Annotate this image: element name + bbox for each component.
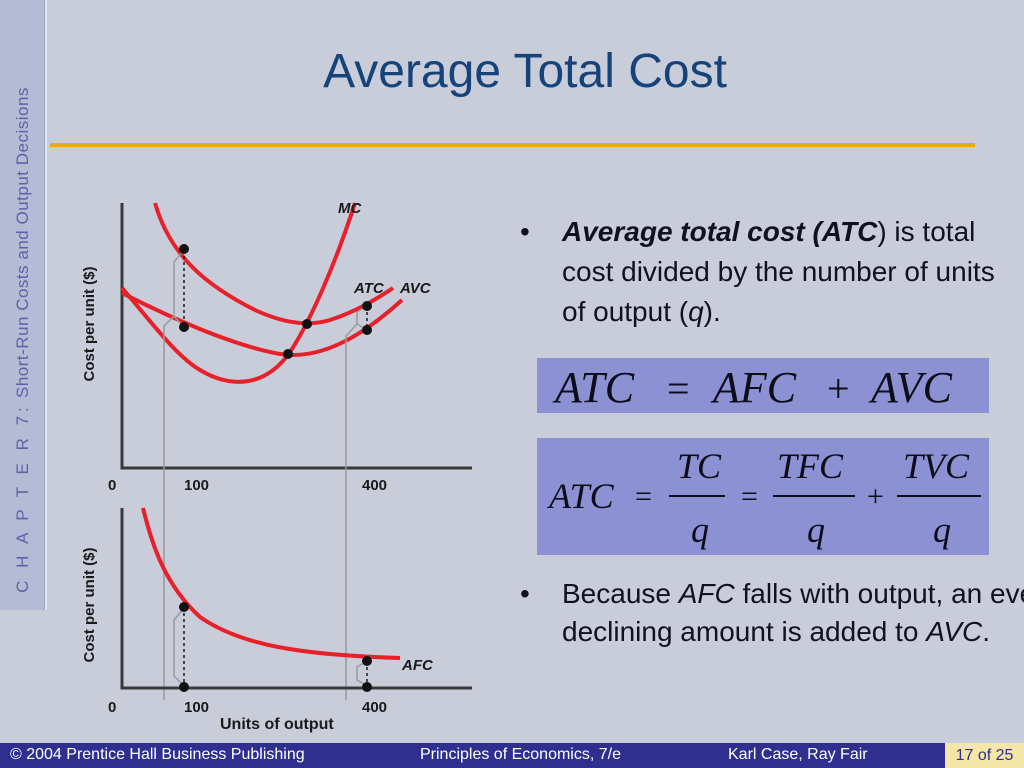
bottom-graph-axes (120, 508, 472, 690)
formula1-plus: + (827, 366, 850, 411)
bottom-bracket-400 (356, 660, 368, 687)
top-y-axis-label: Cost per unit ($) (81, 266, 98, 381)
top-x-tick-100: 100 (184, 477, 209, 494)
axis-point-400 (362, 682, 372, 692)
bottom-y-axis-label: Cost per unit ($) (81, 547, 98, 662)
formula1-atc: ATC (552, 363, 635, 412)
bottom-x-tick-100: 100 (184, 699, 209, 716)
mc-atc-intersection (302, 319, 312, 329)
formula2-plus: + (867, 480, 884, 513)
avc-point-400 (362, 325, 372, 335)
formula1-equals: = (667, 366, 690, 411)
atc-point-400 (362, 301, 372, 311)
formula2-equals-2: = (741, 480, 758, 513)
avc-label: AVC (399, 280, 432, 297)
bullet-1-q: q (688, 296, 704, 327)
connector-100 (163, 315, 175, 700)
afc-point-100 (179, 602, 189, 612)
bottom-bracket-100 (173, 607, 185, 687)
axis-point-100 (179, 682, 189, 692)
formula1-afc: AFC (710, 363, 797, 412)
cost-graphs: Cost per unit ($) 0 100 400 MC ATC AVC C… (81, 200, 472, 733)
title-divider (50, 143, 975, 147)
formula2-atc: ATC (547, 476, 615, 516)
bullet-atc-definition: Average total cost (ATC) is total cost d… (520, 212, 1015, 332)
formula1-avc: AVC (868, 363, 953, 412)
top-x-tick-0: 0 (108, 477, 116, 494)
footer-publisher: © 2004 Prentice Hall Business Publishing (10, 746, 305, 763)
top-graph-axes (120, 203, 472, 470)
bottom-x-tick-0: 0 (108, 699, 116, 716)
bullet-2-text-a: Because (562, 578, 679, 609)
formula2-q3: q (933, 510, 951, 550)
bullet-1-text-a: ) is total cost divided by the number of… (562, 216, 995, 327)
footer-book: Principles of Economics, 7/e (420, 746, 621, 763)
formula2-q1: q (691, 510, 709, 550)
bullet-2-avc: AVC (926, 616, 983, 647)
slide-title: Average Total Cost (323, 45, 727, 98)
mc-avc-intersection (283, 349, 293, 359)
connector-400 (345, 323, 358, 700)
avc-point-100 (179, 322, 189, 332)
top-bracket-400 (356, 305, 368, 331)
afc-point-400 (362, 656, 372, 666)
atc-curve (153, 202, 395, 326)
formula2-tfc: TFC (777, 446, 844, 486)
top-bracket-100 (173, 249, 185, 329)
bullet-2-text-b: falls with output, an ever-declining amo… (562, 578, 1024, 647)
footer-authors: Karl Case, Ray Fair (728, 746, 868, 763)
bottom-x-axis-label: Units of output (220, 716, 334, 733)
afc-label: AFC (401, 657, 434, 674)
mc-label: MC (338, 200, 362, 217)
atc-term: Average total cost (ATC (562, 216, 878, 247)
formula-atc-sum-svg: ATC AFC AVC = + (552, 363, 953, 412)
chapter-sidebar: C H A P T E R 7: Short-Run Costs and Out… (0, 0, 47, 610)
formula2-equals-1: = (635, 480, 652, 513)
formula-atc-sum: ATC AFC AVC = + (537, 358, 989, 413)
mc-curve (120, 202, 357, 384)
formula-atc-fractions-svg: ATC TC q TFC q TVC q = = + (547, 446, 981, 550)
formula2-tc: TC (677, 446, 722, 486)
avc-curve (121, 291, 404, 357)
page-number-badge: 17 of 25 (945, 743, 1024, 768)
bullet-1-text-b: ). (703, 296, 721, 327)
bottom-x-tick-400: 400 (362, 699, 387, 716)
afc-curve (141, 507, 401, 660)
bullet-2-text-c: . (982, 616, 991, 647)
formula-atc-fractions: ATC TC q TFC q TVC q = = + (537, 438, 989, 555)
atc-point-100 (179, 244, 189, 254)
formula2-tvc: TVC (903, 446, 970, 486)
formula2-q2: q (807, 510, 825, 550)
top-graph: Cost per unit ($) 0 100 400 MC ATC AVC (81, 200, 472, 494)
top-x-tick-400: 400 (362, 477, 387, 494)
atc-label: ATC (353, 280, 385, 297)
bottom-graph: Cost per unit ($) 0 100 400 Units of out… (81, 507, 472, 733)
slide-footer: © 2004 Prentice Hall Business Publishing… (0, 743, 1024, 768)
bullet-list: Average total cost (ATC) is total cost d… (520, 212, 1015, 332)
bullet-2-afc: AFC (678, 578, 735, 609)
bullet-afc-explanation: Because AFC falls with output, an ever-d… (520, 575, 1024, 651)
